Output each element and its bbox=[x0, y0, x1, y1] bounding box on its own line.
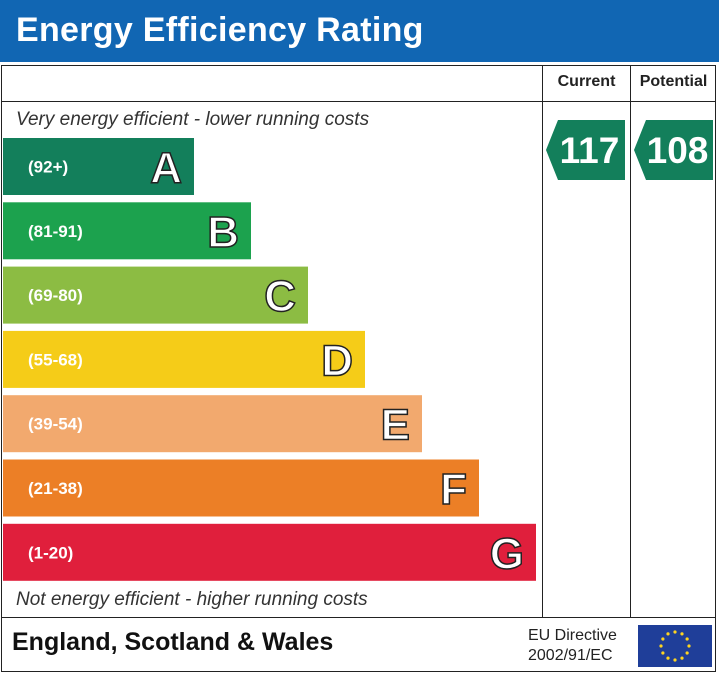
directive-line-1: EU Directive bbox=[528, 627, 617, 644]
potential-column-header: Potential bbox=[639, 73, 708, 90]
page-title: Energy Efficiency Rating bbox=[16, 11, 424, 49]
band-g-range: (1-20) bbox=[28, 543, 73, 562]
eu-directive: EU Directive 2002/91/EC bbox=[528, 626, 617, 666]
eu-star bbox=[659, 644, 663, 648]
eu-star bbox=[661, 651, 665, 655]
current-column-header: Current bbox=[557, 73, 616, 90]
header-bar: Energy Efficiency Rating bbox=[0, 0, 719, 62]
eu-star bbox=[673, 630, 677, 634]
band-f-range: (21-38) bbox=[28, 479, 83, 498]
band-b bbox=[3, 202, 251, 260]
eu-star bbox=[673, 658, 677, 662]
band-d bbox=[3, 330, 365, 388]
eu-star bbox=[680, 632, 684, 636]
eu-star bbox=[666, 632, 670, 636]
band-a bbox=[3, 138, 194, 195]
band-b-letter: B bbox=[207, 208, 239, 257]
eu-star bbox=[680, 656, 684, 660]
header-divider bbox=[1, 101, 716, 102]
current-rating-arrow bbox=[546, 120, 625, 180]
band-e-letter: E bbox=[381, 401, 410, 450]
potential-rating-arrow bbox=[634, 120, 713, 180]
current-rating-value: 117 bbox=[560, 130, 620, 171]
region-label: England, Scotland & Wales bbox=[12, 628, 334, 656]
band-d-letter: D bbox=[321, 336, 353, 385]
potential-column-divider bbox=[630, 65, 631, 617]
band-c bbox=[3, 266, 308, 324]
footer-divider bbox=[1, 617, 716, 618]
band-e bbox=[3, 395, 422, 453]
eu-star bbox=[685, 637, 689, 641]
eu-star bbox=[685, 651, 689, 655]
eu-flag-icon bbox=[638, 625, 712, 667]
eu-star bbox=[661, 637, 665, 641]
directive-line-2: 2002/91/EC bbox=[528, 647, 613, 664]
band-d-range: (55-68) bbox=[28, 350, 83, 369]
band-f-letter: F bbox=[440, 465, 467, 514]
band-g bbox=[3, 523, 536, 581]
rating-frame bbox=[1, 65, 716, 672]
potential-rating-value: 108 bbox=[647, 130, 709, 171]
band-f bbox=[3, 459, 479, 517]
top-note: Very energy efficient - lower running co… bbox=[16, 109, 370, 130]
eu-star bbox=[666, 656, 670, 660]
band-a-range: (92+) bbox=[28, 158, 68, 177]
current-column-divider bbox=[542, 65, 543, 617]
band-c-letter: C bbox=[264, 272, 296, 321]
bottom-note: Not energy efficient - higher running co… bbox=[16, 589, 368, 610]
eu-star bbox=[687, 644, 691, 648]
band-c-range: (69-80) bbox=[28, 286, 83, 305]
band-a-letter: A bbox=[150, 144, 182, 193]
band-g-letter: G bbox=[490, 529, 524, 578]
band-e-range: (39-54) bbox=[28, 415, 83, 434]
band-b-range: (81-91) bbox=[28, 222, 83, 241]
